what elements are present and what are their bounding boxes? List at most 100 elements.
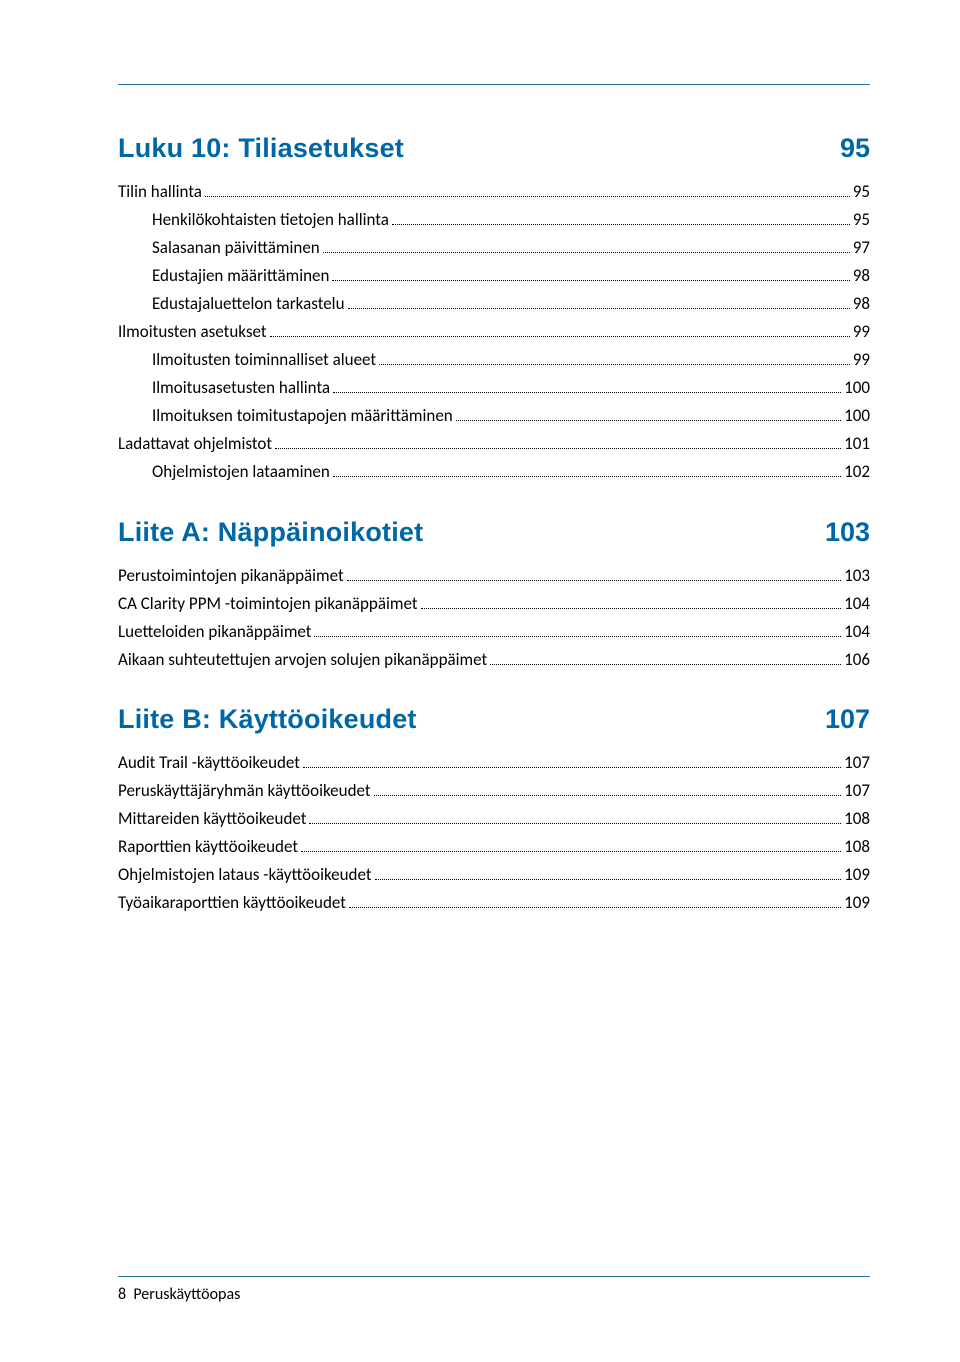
toc-dot-leader xyxy=(347,565,841,580)
toc-entry-page: 103 xyxy=(844,562,870,590)
toc-dot-leader xyxy=(303,752,841,767)
toc-section-page: 95 xyxy=(840,133,870,164)
toc-entry-label: Audit Trail -käyttöoikeudet xyxy=(118,749,300,777)
document-page: Luku 10: Tiliasetukset 95 Tilin hallinta 95… xyxy=(0,0,960,1362)
toc-entry: Aikaan suhteutettujen arvojen solujen pi… xyxy=(118,646,870,674)
toc-entry-page: 99 xyxy=(853,346,870,374)
toc-dot-leader xyxy=(275,434,841,449)
toc-entry-label: Henkilökohtaisten tietojen hallinta xyxy=(152,206,389,234)
toc-entry-label: Tilin hallinta xyxy=(118,178,202,206)
toc-entry-label: Aikaan suhteutettujen arvojen solujen pi… xyxy=(118,646,487,674)
toc-entry-page: 109 xyxy=(844,889,870,917)
toc-section-title: Luku 10: Tiliasetukset xyxy=(118,133,404,164)
toc-dot-leader xyxy=(456,406,841,421)
toc-section-page: 103 xyxy=(825,517,870,548)
page-footer: 8 Peruskäyttöopas xyxy=(118,1276,870,1304)
toc-section-heading: Liite B: Käyttöoikeudet 107 xyxy=(118,704,870,735)
toc-entry: Perustoimintojen pikanäppäimet 103 xyxy=(118,562,870,590)
toc-dot-leader xyxy=(375,865,842,880)
toc-entry-label: Ohjelmistojen lataaminen xyxy=(152,458,330,486)
toc-entry-label: Salasanan päivittäminen xyxy=(152,234,320,262)
toc-entry-page: 109 xyxy=(844,861,870,889)
toc-dot-leader xyxy=(205,182,850,197)
toc-dot-leader xyxy=(490,649,841,664)
toc-entry-label: Ilmoituksen toimitustapojen määrittämine… xyxy=(152,402,453,430)
toc-section-title: Liite B: Käyttöoikeudet xyxy=(118,704,417,735)
toc-entry-label: Perustoimintojen pikanäppäimet xyxy=(118,562,344,590)
toc-entry: Ladattavat ohjelmistot 101 xyxy=(118,430,870,458)
toc-entry-label: Luetteloiden pikanäppäimet xyxy=(118,618,311,646)
toc-entry: Henkilökohtaisten tietojen hallinta 95 xyxy=(118,206,870,234)
toc-entry: Edustajien määrittäminen 98 xyxy=(118,262,870,290)
toc-dot-leader xyxy=(333,378,841,393)
toc-entry: Ohjelmistojen lataus -käyttöoikeudet 109 xyxy=(118,861,870,889)
toc-entry-page: 95 xyxy=(853,178,870,206)
toc-entry-label: Ilmoitusasetusten hallinta xyxy=(152,374,330,402)
toc-entry-page: 101 xyxy=(844,430,870,458)
toc-entry-label: Raporttien käyttöoikeudet xyxy=(118,833,298,861)
toc-entry: Ilmoitusasetusten hallinta 100 xyxy=(118,374,870,402)
toc-entry: Ilmoitusten asetukset 99 xyxy=(118,318,870,346)
toc-entry-label: Ohjelmistojen lataus -käyttöoikeudet xyxy=(118,861,372,889)
toc-section-heading: Liite A: Näppäinoikotiet 103 xyxy=(118,517,870,548)
footer-doc-title: Peruskäyttöopas xyxy=(133,1285,240,1304)
toc-entry-label: Edustajien määrittäminen xyxy=(152,262,329,290)
toc-entry: Luetteloiden pikanäppäimet 104 xyxy=(118,618,870,646)
toc-entry-page: 104 xyxy=(844,590,870,618)
footer-text: 8 Peruskäyttöopas xyxy=(118,1285,870,1304)
toc-section-heading: Luku 10: Tiliasetukset 95 xyxy=(118,133,870,164)
toc-entry: Audit Trail -käyttöoikeudet 107 xyxy=(118,749,870,777)
header-rule xyxy=(118,84,870,85)
toc-entry-page: 97 xyxy=(853,234,870,262)
toc-dot-leader xyxy=(301,837,841,852)
toc-dot-leader xyxy=(332,266,849,281)
toc-section-page: 107 xyxy=(825,704,870,735)
toc-entry-page: 99 xyxy=(853,318,870,346)
toc-dot-leader xyxy=(323,238,850,253)
toc-entry: Ilmoitusten toiminnalliset alueet 99 xyxy=(118,346,870,374)
toc-dot-leader xyxy=(421,593,842,608)
toc-entry-label: Peruskäyttäjäryhmän käyttöoikeudet xyxy=(118,777,371,805)
footer-page-number: 8 xyxy=(118,1285,126,1304)
toc-dot-leader xyxy=(333,462,841,477)
toc-entry-label: Edustajaluettelon tarkastelu xyxy=(152,290,345,318)
toc-entry-page: 102 xyxy=(844,458,870,486)
toc-entry: Ilmoituksen toimitustapojen määrittämine… xyxy=(118,402,870,430)
toc-dot-leader xyxy=(374,780,842,795)
toc-entry-page: 108 xyxy=(844,833,870,861)
toc-entry-page: 100 xyxy=(844,374,870,402)
toc-entry-page: 108 xyxy=(844,805,870,833)
toc-entry-page: 104 xyxy=(844,618,870,646)
toc-dot-leader xyxy=(309,809,841,824)
toc-section-title: Liite A: Näppäinoikotiet xyxy=(118,517,423,548)
toc-entry-label: Ilmoitusten asetukset xyxy=(118,318,267,346)
toc-dot-leader xyxy=(314,621,841,636)
toc-dot-leader xyxy=(349,893,841,908)
toc-dot-leader xyxy=(270,322,850,337)
toc-dot-leader xyxy=(392,210,850,225)
toc-entry-label: Ilmoitusten toiminnalliset alueet xyxy=(152,346,376,374)
toc-entry: Mittareiden käyttöoikeudet 108 xyxy=(118,805,870,833)
toc-entry: Edustajaluettelon tarkastelu 98 xyxy=(118,290,870,318)
toc-entry: Peruskäyttäjäryhmän käyttöoikeudet 107 xyxy=(118,777,870,805)
toc-entry-label: Mittareiden käyttöoikeudet xyxy=(118,805,306,833)
toc-entry-page: 95 xyxy=(853,206,870,234)
toc-entry-page: 98 xyxy=(853,262,870,290)
footer-rule xyxy=(118,1276,870,1277)
toc-entry: Salasanan päivittäminen 97 xyxy=(118,234,870,262)
toc-entry-page: 106 xyxy=(844,646,870,674)
toc-entry-label: Ladattavat ohjelmistot xyxy=(118,430,272,458)
toc-entry: CA Clarity PPM -toimintojen pikanäppäime… xyxy=(118,590,870,618)
toc-entry-page: 107 xyxy=(844,777,870,805)
toc-entry-page: 107 xyxy=(844,749,870,777)
toc-dot-leader xyxy=(348,294,850,309)
toc-entry-label: CA Clarity PPM -toimintojen pikanäppäime… xyxy=(118,590,418,618)
toc-entry: Työaikaraporttien käyttöoikeudet 109 xyxy=(118,889,870,917)
toc-entry: Raporttien käyttöoikeudet 108 xyxy=(118,833,870,861)
toc-dot-leader xyxy=(379,350,850,365)
toc-entry: Ohjelmistojen lataaminen 102 xyxy=(118,458,870,486)
table-of-contents: Luku 10: Tiliasetukset 95 Tilin hallinta 95… xyxy=(118,133,870,917)
toc-entry: Tilin hallinta 95 xyxy=(118,178,870,206)
toc-entry-label: Työaikaraporttien käyttöoikeudet xyxy=(118,889,346,917)
toc-entry-page: 98 xyxy=(853,290,870,318)
